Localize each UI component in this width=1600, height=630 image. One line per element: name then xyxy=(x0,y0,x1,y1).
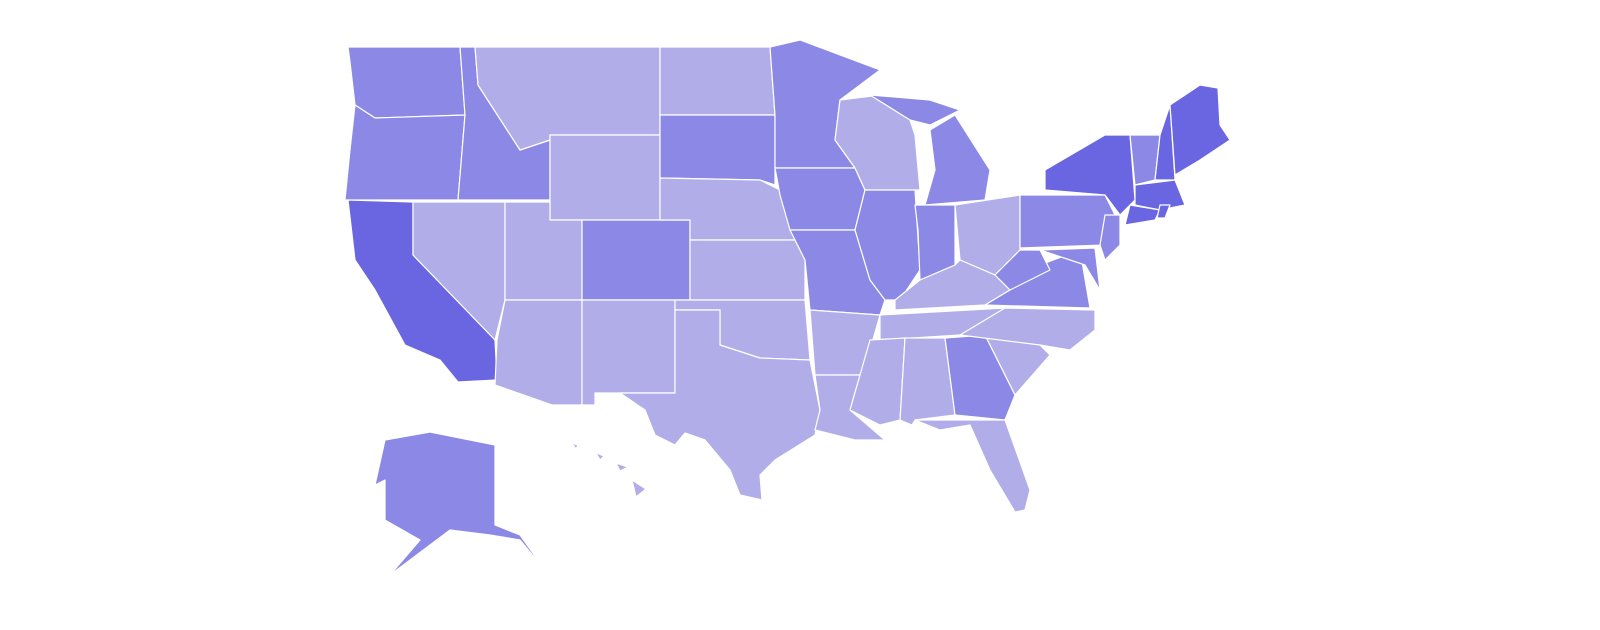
state xyxy=(994,249,1051,291)
state xyxy=(1044,134,1136,216)
state xyxy=(571,442,579,450)
state xyxy=(374,431,546,576)
state xyxy=(581,219,691,301)
state xyxy=(1156,204,1171,219)
state xyxy=(412,201,506,341)
state xyxy=(869,94,961,126)
state xyxy=(494,299,583,406)
state xyxy=(1039,247,1101,291)
state xyxy=(581,299,676,406)
state xyxy=(619,309,821,501)
state xyxy=(549,134,661,221)
state xyxy=(1169,84,1231,176)
state xyxy=(1124,204,1161,226)
state xyxy=(615,462,629,472)
state xyxy=(347,46,466,119)
state xyxy=(959,307,1096,351)
state xyxy=(924,114,991,206)
states xyxy=(344,39,1231,576)
state xyxy=(854,189,921,301)
state xyxy=(914,419,1031,513)
state xyxy=(659,114,776,186)
state xyxy=(1134,179,1186,211)
state xyxy=(984,249,1091,309)
state xyxy=(659,46,776,116)
state xyxy=(689,239,806,301)
state xyxy=(1099,214,1121,261)
state xyxy=(774,167,866,231)
state xyxy=(344,104,466,201)
state xyxy=(631,479,647,498)
state xyxy=(595,452,605,461)
